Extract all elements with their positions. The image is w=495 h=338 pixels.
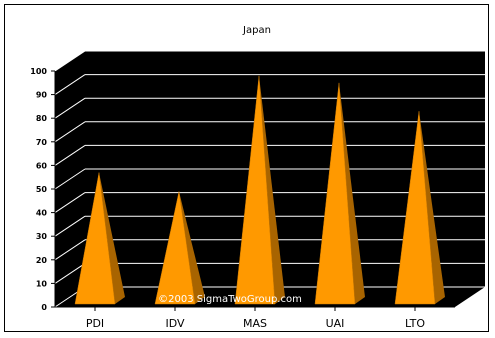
gridline-side	[54, 121, 86, 143]
watermark-text: ©2003 SigmaTwoGroup.com	[158, 294, 302, 305]
x-tick-label-pdi: PDI	[86, 317, 104, 330]
y-tick-label: 60	[36, 161, 48, 170]
gridline-side	[54, 50, 86, 72]
y-tick-label: 80	[36, 114, 48, 123]
gridline-side	[54, 74, 86, 96]
chart-frame: Japan 0 10 20 30 40 50 60 70 80 90 100 PDI IDV MAS UAI…	[4, 4, 489, 332]
y-tick-label: 30	[36, 232, 48, 241]
bar-mas-side	[259, 75, 285, 304]
chart-title: Japan	[242, 25, 271, 36]
pyramid-bar-chart: Japan 0 10 20 30 40 50 60 70 80 90 100 PDI IDV MAS UAI…	[30, 25, 485, 330]
bar-idv-side	[179, 191, 205, 304]
bar-uai	[314, 82, 356, 305]
gridline-side	[54, 144, 86, 166]
y-tick-label: 90	[36, 91, 48, 100]
x-tick-label-mas: MAS	[243, 317, 267, 330]
gridline-side	[54, 97, 86, 119]
y-tick-label: 40	[36, 209, 48, 218]
bar-pdi	[74, 172, 116, 305]
x-tick-label-uai: UAI	[326, 317, 345, 330]
gridline-side	[54, 215, 86, 237]
y-tick-label: 50	[36, 185, 48, 194]
bar-lto	[394, 111, 436, 305]
plot-area: 0 10 20 30 40 50 60 70 80 90 100 PDI IDV MAS UAI LTO	[30, 50, 485, 330]
y-tick-label: 100	[30, 67, 47, 76]
gridline-side	[54, 192, 86, 214]
bar-lto-side	[419, 111, 445, 304]
gridline-side	[54, 239, 86, 261]
y-tick-label: 0	[41, 303, 47, 312]
x-tick-label-lto: LTO	[405, 317, 425, 330]
bar-pdi-side	[99, 172, 125, 304]
bar-mas	[234, 75, 276, 305]
gridline-side	[54, 262, 86, 284]
x-tick-label-idv: IDV	[165, 317, 185, 330]
bar-idv	[154, 191, 196, 305]
y-tick-label: 10	[36, 279, 48, 288]
gridline-side	[54, 168, 86, 190]
y-tick-label: 70	[36, 138, 48, 147]
bar-uai-side	[339, 82, 365, 304]
y-tick-label: 20	[36, 256, 48, 265]
